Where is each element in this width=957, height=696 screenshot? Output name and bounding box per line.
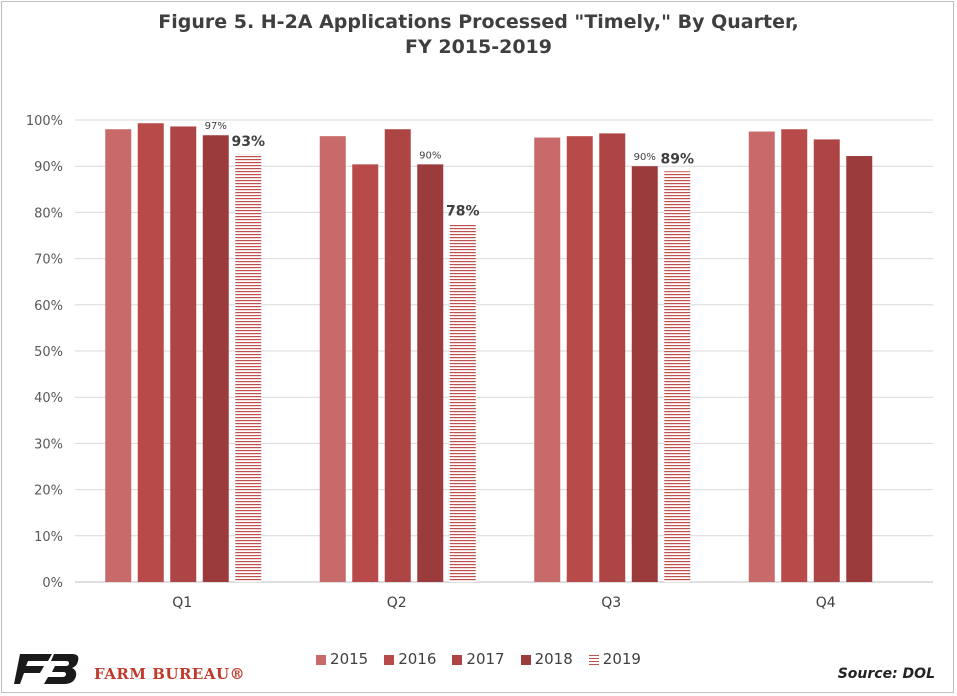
title-line-2: FY 2015-2019 [405,36,552,58]
x-tick-label-Q3: Q3 [601,595,621,611]
bar-2019-Q3 [664,171,691,583]
bar-2016-Q2 [352,164,379,583]
bar-2015-Q3 [534,137,561,582]
x-tick-label-Q1: Q1 [172,595,192,611]
bar-2019-Q1 [235,154,262,583]
data-label-2018-Q1: 97% [205,121,227,132]
legend-label: 2015 [330,650,369,668]
bar-2017-Q4 [813,139,840,583]
legend-label: 2019 [602,650,641,668]
legend-item-2019: 2019 [588,650,641,668]
y-tick-label: 20% [34,484,63,499]
bar-2017-Q2 [384,129,411,583]
bar-2016-Q1 [137,123,164,582]
data-labels: 97% 93% 90% 78% 90% 89% [205,121,694,219]
title-line-1: Figure 5. H-2A Applications Processed "T… [158,11,799,33]
legend-label: 2016 [398,650,437,668]
farm-bureau-logo-icon [14,654,79,684]
bar-2018-Q3 [631,166,658,582]
y-tick-label: 0% [42,576,63,591]
bar-2017-Q3 [599,133,626,582]
bar-2016-Q3 [566,136,593,583]
legend-swatch [316,654,327,665]
bars [105,123,873,583]
y-tick-label: 70% [34,253,63,268]
y-tick-label: 50% [34,345,63,360]
y-tick-label: 40% [34,391,63,406]
y-axis-tick-labels: 0% 10% 20% 30% 40% 50% 60% 70% 80% 90% 100% [26,114,63,591]
y-tick-label: 90% [34,160,63,175]
y-tick-label: 60% [34,299,63,314]
legend-swatch [588,654,599,665]
bar-2015-Q2 [319,136,346,583]
chart-title: Figure 5. H-2A Applications Processed "T… [0,10,957,60]
y-tick-label: 30% [34,437,63,452]
legend-item-2017: 2017 [452,650,505,668]
y-tick-label: 10% [34,530,63,545]
data-label-2018-Q3: 90% [634,152,656,163]
legend-label: 2017 [466,650,505,668]
brand-name: FARM BUREAU® [94,665,246,683]
x-axis-tick-labels: Q1 Q2 Q3 Q4 [172,595,836,611]
x-tick-label-Q2: Q2 [387,595,407,611]
y-tick-label: 100% [26,114,63,129]
bar-2016-Q4 [781,129,808,583]
bar-2015-Q1 [105,129,132,583]
y-tick-label: 80% [34,206,63,221]
data-label-2019-Q1: 93% [231,134,265,150]
x-tick-label-Q4: Q4 [816,595,836,611]
legend-label: 2018 [534,650,573,668]
legend-swatch [384,654,395,665]
bar-2018-Q1 [202,135,229,582]
data-label-2019-Q2: 78% [446,203,480,219]
legend-item-2016: 2016 [384,650,436,668]
legend-item-2018: 2018 [520,650,573,668]
legend-item-2015: 2015 [316,650,368,668]
legend-swatch [452,654,463,665]
bar-2019-Q2 [449,223,476,582]
bar-2018-Q2 [417,164,444,583]
legend: 2015 2016 2017 2018 2019 [0,650,957,668]
legend-swatch [520,654,531,665]
bar-2017-Q1 [170,126,197,582]
source-note: Source: DOL [837,666,935,682]
data-label-2019-Q3: 89% [660,151,694,167]
bar-2015-Q4 [748,131,775,583]
bar-2018-Q4 [846,156,873,582]
data-label-2018-Q2: 90% [419,150,441,161]
